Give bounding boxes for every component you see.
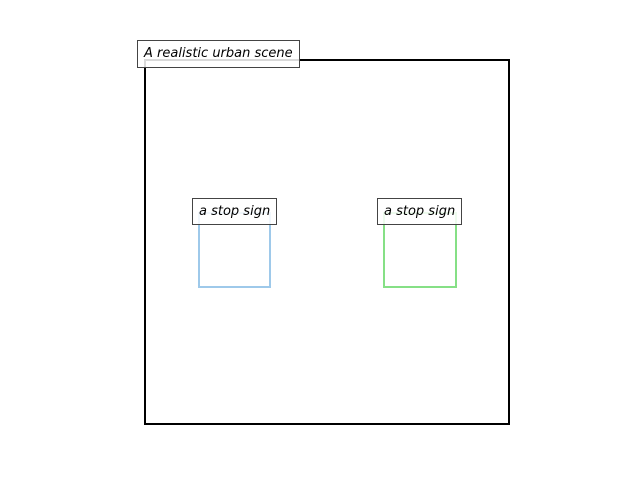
bounding-box-label-1: a stop sign — [192, 198, 278, 225]
scene-caption: A realistic urban scene — [137, 40, 300, 68]
bounding-box-label-2: a stop sign — [377, 198, 463, 225]
scene-frame — [144, 59, 510, 425]
